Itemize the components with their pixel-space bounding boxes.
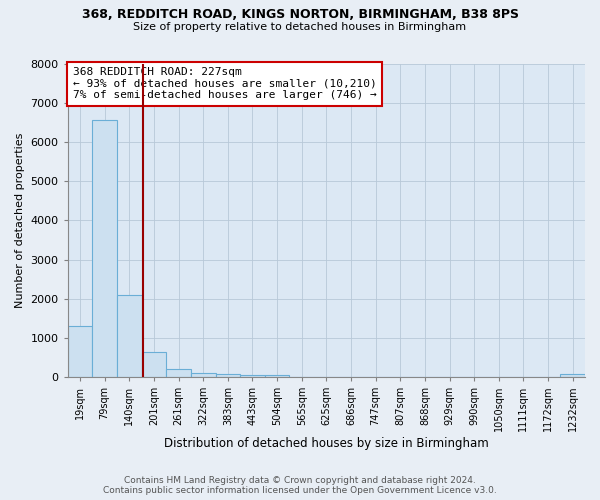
Bar — [68, 326, 92, 377]
Bar — [117, 295, 142, 377]
Text: Contains HM Land Registry data © Crown copyright and database right 2024.
Contai: Contains HM Land Registry data © Crown c… — [103, 476, 497, 495]
Bar — [92, 120, 117, 377]
Bar — [191, 372, 215, 377]
Text: 368 REDDITCH ROAD: 227sqm
← 93% of detached houses are smaller (10,210)
7% of se: 368 REDDITCH ROAD: 227sqm ← 93% of detac… — [73, 67, 377, 100]
Text: 368, REDDITCH ROAD, KINGS NORTON, BIRMINGHAM, B38 8PS: 368, REDDITCH ROAD, KINGS NORTON, BIRMIN… — [82, 8, 518, 20]
Bar — [240, 374, 265, 377]
Bar — [215, 374, 240, 377]
Bar — [142, 352, 166, 377]
Bar — [166, 368, 191, 377]
X-axis label: Distribution of detached houses by size in Birmingham: Distribution of detached houses by size … — [164, 437, 489, 450]
Bar — [560, 374, 585, 377]
Bar — [265, 375, 289, 377]
Y-axis label: Number of detached properties: Number of detached properties — [15, 133, 25, 308]
Text: Size of property relative to detached houses in Birmingham: Size of property relative to detached ho… — [133, 22, 467, 32]
